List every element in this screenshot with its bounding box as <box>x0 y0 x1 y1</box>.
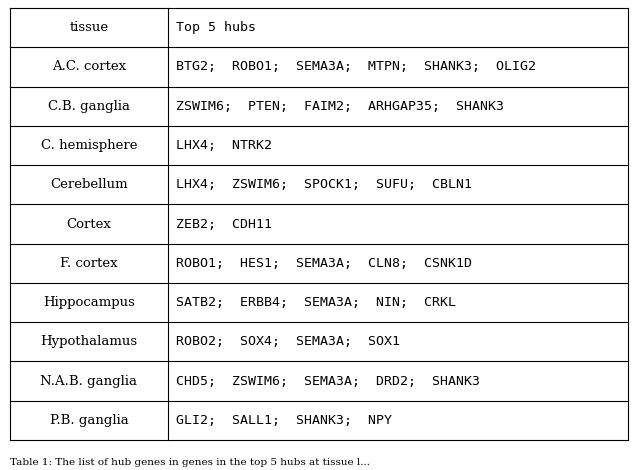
Text: ZEB2;  CDH11: ZEB2; CDH11 <box>176 218 272 230</box>
Text: P.B. ganglia: P.B. ganglia <box>50 414 129 427</box>
Text: C.B. ganglia: C.B. ganglia <box>48 100 130 113</box>
Text: LHX4;  ZSWIM6;  SPOCK1;  SUFU;  CBLN1: LHX4; ZSWIM6; SPOCK1; SUFU; CBLN1 <box>176 178 472 191</box>
Text: ZSWIM6;  PTEN;  FAIM2;  ARHGAP35;  SHANK3: ZSWIM6; PTEN; FAIM2; ARHGAP35; SHANK3 <box>176 100 504 113</box>
Text: Hippocampus: Hippocampus <box>43 296 135 309</box>
Text: Table 1: The list of hub genes in genes in the top 5 hubs at tissue l...: Table 1: The list of hub genes in genes … <box>10 458 370 467</box>
Text: ROBO2;  SOX4;  SEMA3A;  SOX1: ROBO2; SOX4; SEMA3A; SOX1 <box>176 335 400 348</box>
Text: Cerebellum: Cerebellum <box>50 178 128 191</box>
Text: ROBO1;  HES1;  SEMA3A;  CLN8;  CSNK1D: ROBO1; HES1; SEMA3A; CLN8; CSNK1D <box>176 257 472 270</box>
Text: BTG2;  ROBO1;  SEMA3A;  MTPN;  SHANK3;  OLIG2: BTG2; ROBO1; SEMA3A; MTPN; SHANK3; OLIG2 <box>176 61 536 73</box>
Text: SATB2;  ERBB4;  SEMA3A;  NIN;  CRKL: SATB2; ERBB4; SEMA3A; NIN; CRKL <box>176 296 456 309</box>
Text: C. hemisphere: C. hemisphere <box>41 139 137 152</box>
Text: tissue: tissue <box>69 21 109 34</box>
Text: Hypothalamus: Hypothalamus <box>40 335 138 348</box>
Text: Top 5 hubs: Top 5 hubs <box>176 21 256 34</box>
Text: GLI2;  SALL1;  SHANK3;  NPY: GLI2; SALL1; SHANK3; NPY <box>176 414 392 427</box>
Text: N.A.B. ganglia: N.A.B. ganglia <box>40 375 138 388</box>
Text: CHD5;  ZSWIM6;  SEMA3A;  DRD2;  SHANK3: CHD5; ZSWIM6; SEMA3A; DRD2; SHANK3 <box>176 375 480 388</box>
Text: F. cortex: F. cortex <box>60 257 118 270</box>
Text: A.C. cortex: A.C. cortex <box>52 61 126 73</box>
Text: LHX4;  NTRK2: LHX4; NTRK2 <box>176 139 272 152</box>
Text: Cortex: Cortex <box>67 218 111 230</box>
